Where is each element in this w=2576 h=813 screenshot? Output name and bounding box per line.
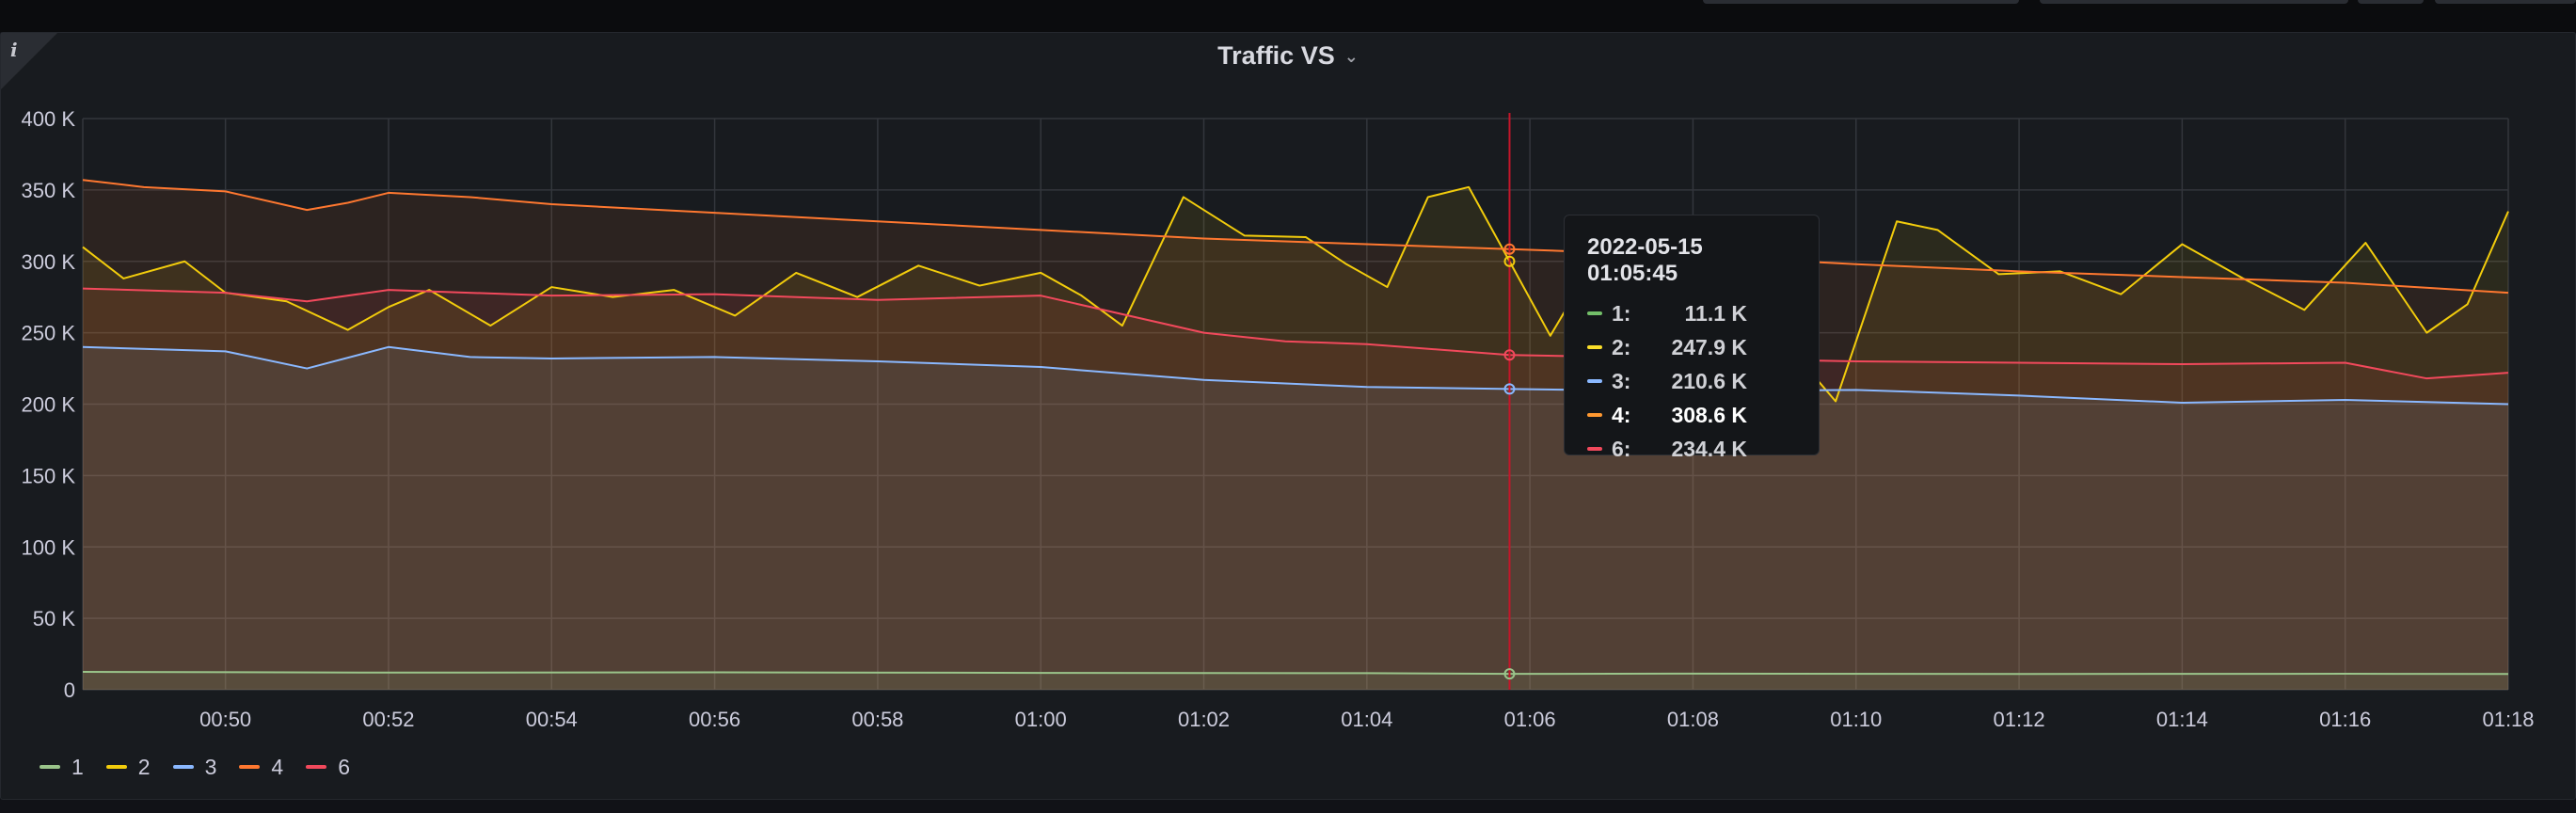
series-1-line bbox=[82, 671, 2509, 676]
panel-title-text[interactable]: Traffic VS bbox=[1217, 41, 1335, 70]
x-tick-label: 01:00 bbox=[1015, 708, 1067, 731]
x-tick-label: 00:54 bbox=[526, 708, 578, 731]
x-tick-label: 00:56 bbox=[689, 708, 740, 731]
series-3-line bbox=[82, 345, 2509, 406]
tooltip-time: 2022-05-15 01:05:45 bbox=[1587, 234, 1703, 286]
tooltip-series-value: 234.4 K bbox=[1671, 437, 1747, 461]
y-tick-label: 150 K bbox=[22, 464, 76, 487]
y-tick-label: 100 K bbox=[22, 535, 76, 559]
y-tick-label: 250 K bbox=[22, 322, 76, 345]
series-6-area bbox=[83, 288, 2508, 690]
x-axis: 00:50 00:52 00:54 00:56 00:58 01:00 01:02 01:04… bbox=[199, 708, 2534, 731]
x-tick-label: 01:16 bbox=[2319, 708, 2371, 731]
legend-item-4[interactable]: 4 bbox=[239, 753, 283, 781]
crosshair bbox=[1503, 113, 1516, 690]
tooltip-series-name: 6: bbox=[1612, 437, 1631, 461]
series-2-area bbox=[83, 186, 2508, 691]
tooltip-swatch bbox=[1587, 311, 1602, 315]
legend-swatch bbox=[40, 765, 60, 769]
toolbar-button[interactable] bbox=[2040, 0, 2348, 4]
series-4-line bbox=[82, 179, 2509, 295]
hover-point bbox=[1503, 349, 1516, 361]
y-axis: 0 50 K 100 K 150 K 200 K 250 K 300 K 350 K 400 K bbox=[22, 107, 76, 702]
tooltip-row: 4: 308.6 K bbox=[1587, 400, 1796, 434]
toolbar-button[interactable] bbox=[2435, 0, 2576, 4]
toolbar-button[interactable] bbox=[1703, 0, 2019, 4]
legend-label[interactable]: 1 bbox=[72, 754, 84, 779]
hover-point bbox=[1503, 668, 1516, 680]
legend-item-6[interactable]: 6 bbox=[306, 753, 350, 781]
legend-label[interactable]: 4 bbox=[271, 754, 284, 779]
tooltip-swatch bbox=[1587, 413, 1602, 417]
tooltip-rows: 1: 11.1 K 2: 247.9 K 3: 210.6 K 4: 308.6 K 6: 234… bbox=[1587, 298, 1796, 468]
tooltip-series-value: 11.1 K bbox=[1684, 301, 1748, 326]
tooltip-row: 1: 11.1 K bbox=[1587, 298, 1796, 332]
x-tick-label: 01:18 bbox=[2482, 708, 2534, 731]
dashboard-toolbar bbox=[0, 0, 2576, 32]
hover-point bbox=[1503, 243, 1516, 255]
y-tick-label: 400 K bbox=[22, 107, 76, 131]
legend-label[interactable]: 3 bbox=[204, 754, 217, 779]
tooltip-series-name: 3: bbox=[1612, 369, 1631, 393]
y-tick-label: 350 K bbox=[22, 179, 76, 202]
tooltip-series-value: 308.6 K bbox=[1671, 403, 1747, 427]
x-tick-label: 00:50 bbox=[199, 708, 251, 731]
legend-label[interactable]: 6 bbox=[338, 754, 350, 779]
legend-swatch bbox=[172, 765, 194, 769]
legend-swatch bbox=[239, 765, 261, 769]
tooltip-row: 6: 234.4 K bbox=[1587, 434, 1796, 468]
series-2-line bbox=[82, 185, 2509, 403]
tooltip-series-value: 247.9 K bbox=[1671, 335, 1747, 359]
x-tick-label: 00:58 bbox=[851, 708, 903, 731]
legend-swatch bbox=[105, 765, 127, 769]
series-1-area bbox=[83, 672, 2508, 690]
tooltip-swatch bbox=[1587, 345, 1602, 349]
tooltip-series-name: 1: bbox=[1612, 301, 1631, 326]
legend-swatch bbox=[306, 765, 327, 769]
toolbar-button[interactable] bbox=[2358, 0, 2424, 4]
chart-series-lines bbox=[82, 179, 2509, 676]
info-corner[interactable] bbox=[1, 33, 57, 89]
y-tick-label: 0 bbox=[64, 678, 75, 702]
y-tick-label: 300 K bbox=[22, 250, 76, 274]
legend-label[interactable]: 2 bbox=[137, 754, 151, 779]
tooltip-swatch bbox=[1587, 379, 1602, 383]
x-tick-label: 01:10 bbox=[1830, 708, 1882, 731]
chart-legend: 1 2 3 4 6 bbox=[40, 753, 373, 781]
chevron-down-icon[interactable]: ⌄ bbox=[1344, 47, 1359, 66]
info-icon[interactable]: i bbox=[10, 39, 18, 61]
panel-title[interactable]: Traffic VS ⌄ bbox=[0, 41, 2576, 71]
x-tick-label: 01:04 bbox=[1341, 708, 1392, 731]
chart-area-fills bbox=[83, 180, 2508, 691]
series-6-line bbox=[82, 287, 2509, 380]
x-tick-label: 01:14 bbox=[2156, 708, 2208, 731]
x-tick-label: 01:08 bbox=[1667, 708, 1719, 731]
tooltip-series-name: 4: bbox=[1612, 403, 1631, 427]
x-tick-label: 01:02 bbox=[1178, 708, 1230, 731]
hover-tooltip: 2022-05-15 01:05:45 1: 11.1 K 2: 247.9 K 3: 2… bbox=[1564, 215, 1820, 461]
tooltip-swatch bbox=[1587, 447, 1602, 451]
x-tick-label: 01:06 bbox=[1504, 708, 1556, 731]
x-tick-label: 00:52 bbox=[362, 708, 414, 731]
tooltip-row: 3: 210.6 K bbox=[1587, 366, 1796, 400]
legend-item-2[interactable]: 2 bbox=[105, 753, 151, 781]
hover-point bbox=[1503, 383, 1516, 395]
tooltip-row: 2: 247.9 K bbox=[1587, 332, 1796, 366]
x-tick-label: 01:12 bbox=[1994, 708, 2045, 731]
hover-point bbox=[1503, 255, 1516, 267]
chart-grid bbox=[82, 118, 2509, 691]
series-4-area bbox=[83, 180, 2508, 690]
legend-item-3[interactable]: 3 bbox=[172, 753, 217, 781]
legend-item-1[interactable]: 1 bbox=[40, 753, 84, 781]
y-tick-label: 50 K bbox=[33, 607, 76, 630]
tooltip-series-name: 2: bbox=[1612, 335, 1631, 359]
tooltip-series-value: 210.6 K bbox=[1671, 369, 1747, 393]
y-tick-label: 200 K bbox=[22, 393, 76, 417]
series-3-area bbox=[83, 346, 2508, 690]
